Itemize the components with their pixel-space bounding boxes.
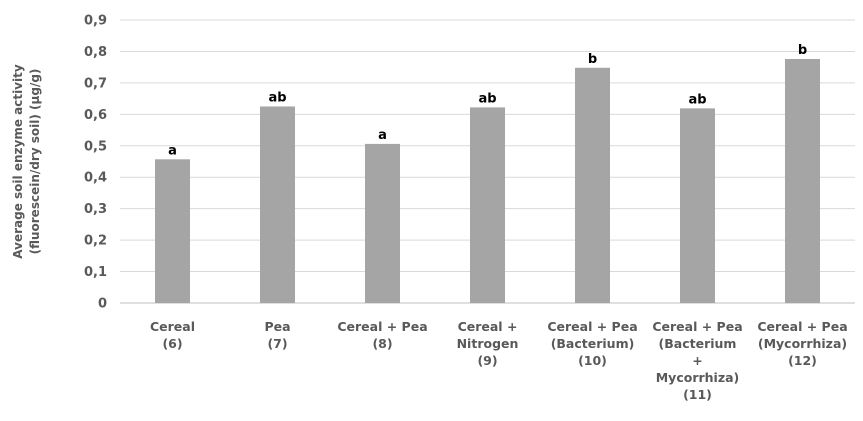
- y-axis-title-line: (fluorescein/dry soil) (µg/g): [28, 69, 42, 255]
- category-label: Nitrogen: [457, 336, 519, 351]
- x-axis-categories: Cereal (6) Pea (7) Cereal + Pea (8) Cereal + Ni…: [150, 319, 848, 402]
- data-label: b: [588, 52, 597, 67]
- bar: [470, 107, 505, 303]
- category-label: (12): [788, 353, 817, 368]
- category-label: (Bacterium: [659, 336, 737, 351]
- bar: [680, 108, 715, 303]
- y-axis-ticks: 0 0,1 0,2 0,3 0,4 0,5 0,6 0,7 0,8 0,9: [84, 14, 107, 312]
- category-label: (7): [267, 336, 287, 351]
- y-tick-label: 0,4: [84, 171, 107, 186]
- category-label: Cereal + Pea: [547, 319, 637, 334]
- y-axis-title: Average soil enzyme activity (fluorescein…: [11, 64, 42, 259]
- category-label: (Bacterium): [551, 336, 635, 351]
- y-tick-label: 0: [98, 297, 107, 312]
- category-label: (6): [162, 336, 182, 351]
- y-tick-label: 0,9: [84, 14, 107, 29]
- y-tick-label: 0,5: [84, 139, 107, 154]
- bar: [260, 106, 295, 303]
- data-label: a: [168, 143, 177, 158]
- bars: [155, 58, 820, 303]
- category-label: +: [692, 353, 702, 368]
- category-label: Cereal: [150, 319, 195, 334]
- category-label: Cereal +: [458, 319, 518, 334]
- category-label: Cereal + Pea: [337, 319, 427, 334]
- data-labels: a ab a ab b ab b: [168, 43, 807, 158]
- bar: [155, 159, 190, 303]
- y-tick-label: 0,8: [84, 45, 107, 60]
- y-tick-label: 0,3: [84, 202, 107, 217]
- data-label: b: [798, 43, 807, 58]
- y-tick-label: 0,7: [84, 76, 107, 91]
- category-label: Pea: [264, 319, 290, 334]
- bar: [365, 143, 400, 303]
- category-label: (11): [683, 387, 712, 402]
- data-label: ab: [688, 92, 706, 107]
- bar: [785, 58, 820, 303]
- y-tick-label: 0,1: [84, 265, 107, 280]
- data-label: ab: [478, 91, 496, 106]
- category-label: (9): [477, 353, 497, 368]
- category-label: (Mycorrhiza): [758, 336, 847, 351]
- y-tick-label: 0,6: [84, 108, 107, 123]
- category-label: Mycorrhiza): [656, 370, 740, 385]
- category-label: Cereal + Pea: [757, 319, 847, 334]
- category-label: Cereal + Pea: [652, 319, 742, 334]
- data-label: ab: [268, 90, 286, 105]
- bar: [575, 67, 610, 303]
- data-label: a: [378, 128, 387, 143]
- y-tick-label: 0,2: [84, 234, 107, 249]
- category-label: (10): [578, 353, 607, 368]
- category-label: (8): [372, 336, 392, 351]
- y-axis-title-line: Average soil enzyme activity: [11, 64, 25, 259]
